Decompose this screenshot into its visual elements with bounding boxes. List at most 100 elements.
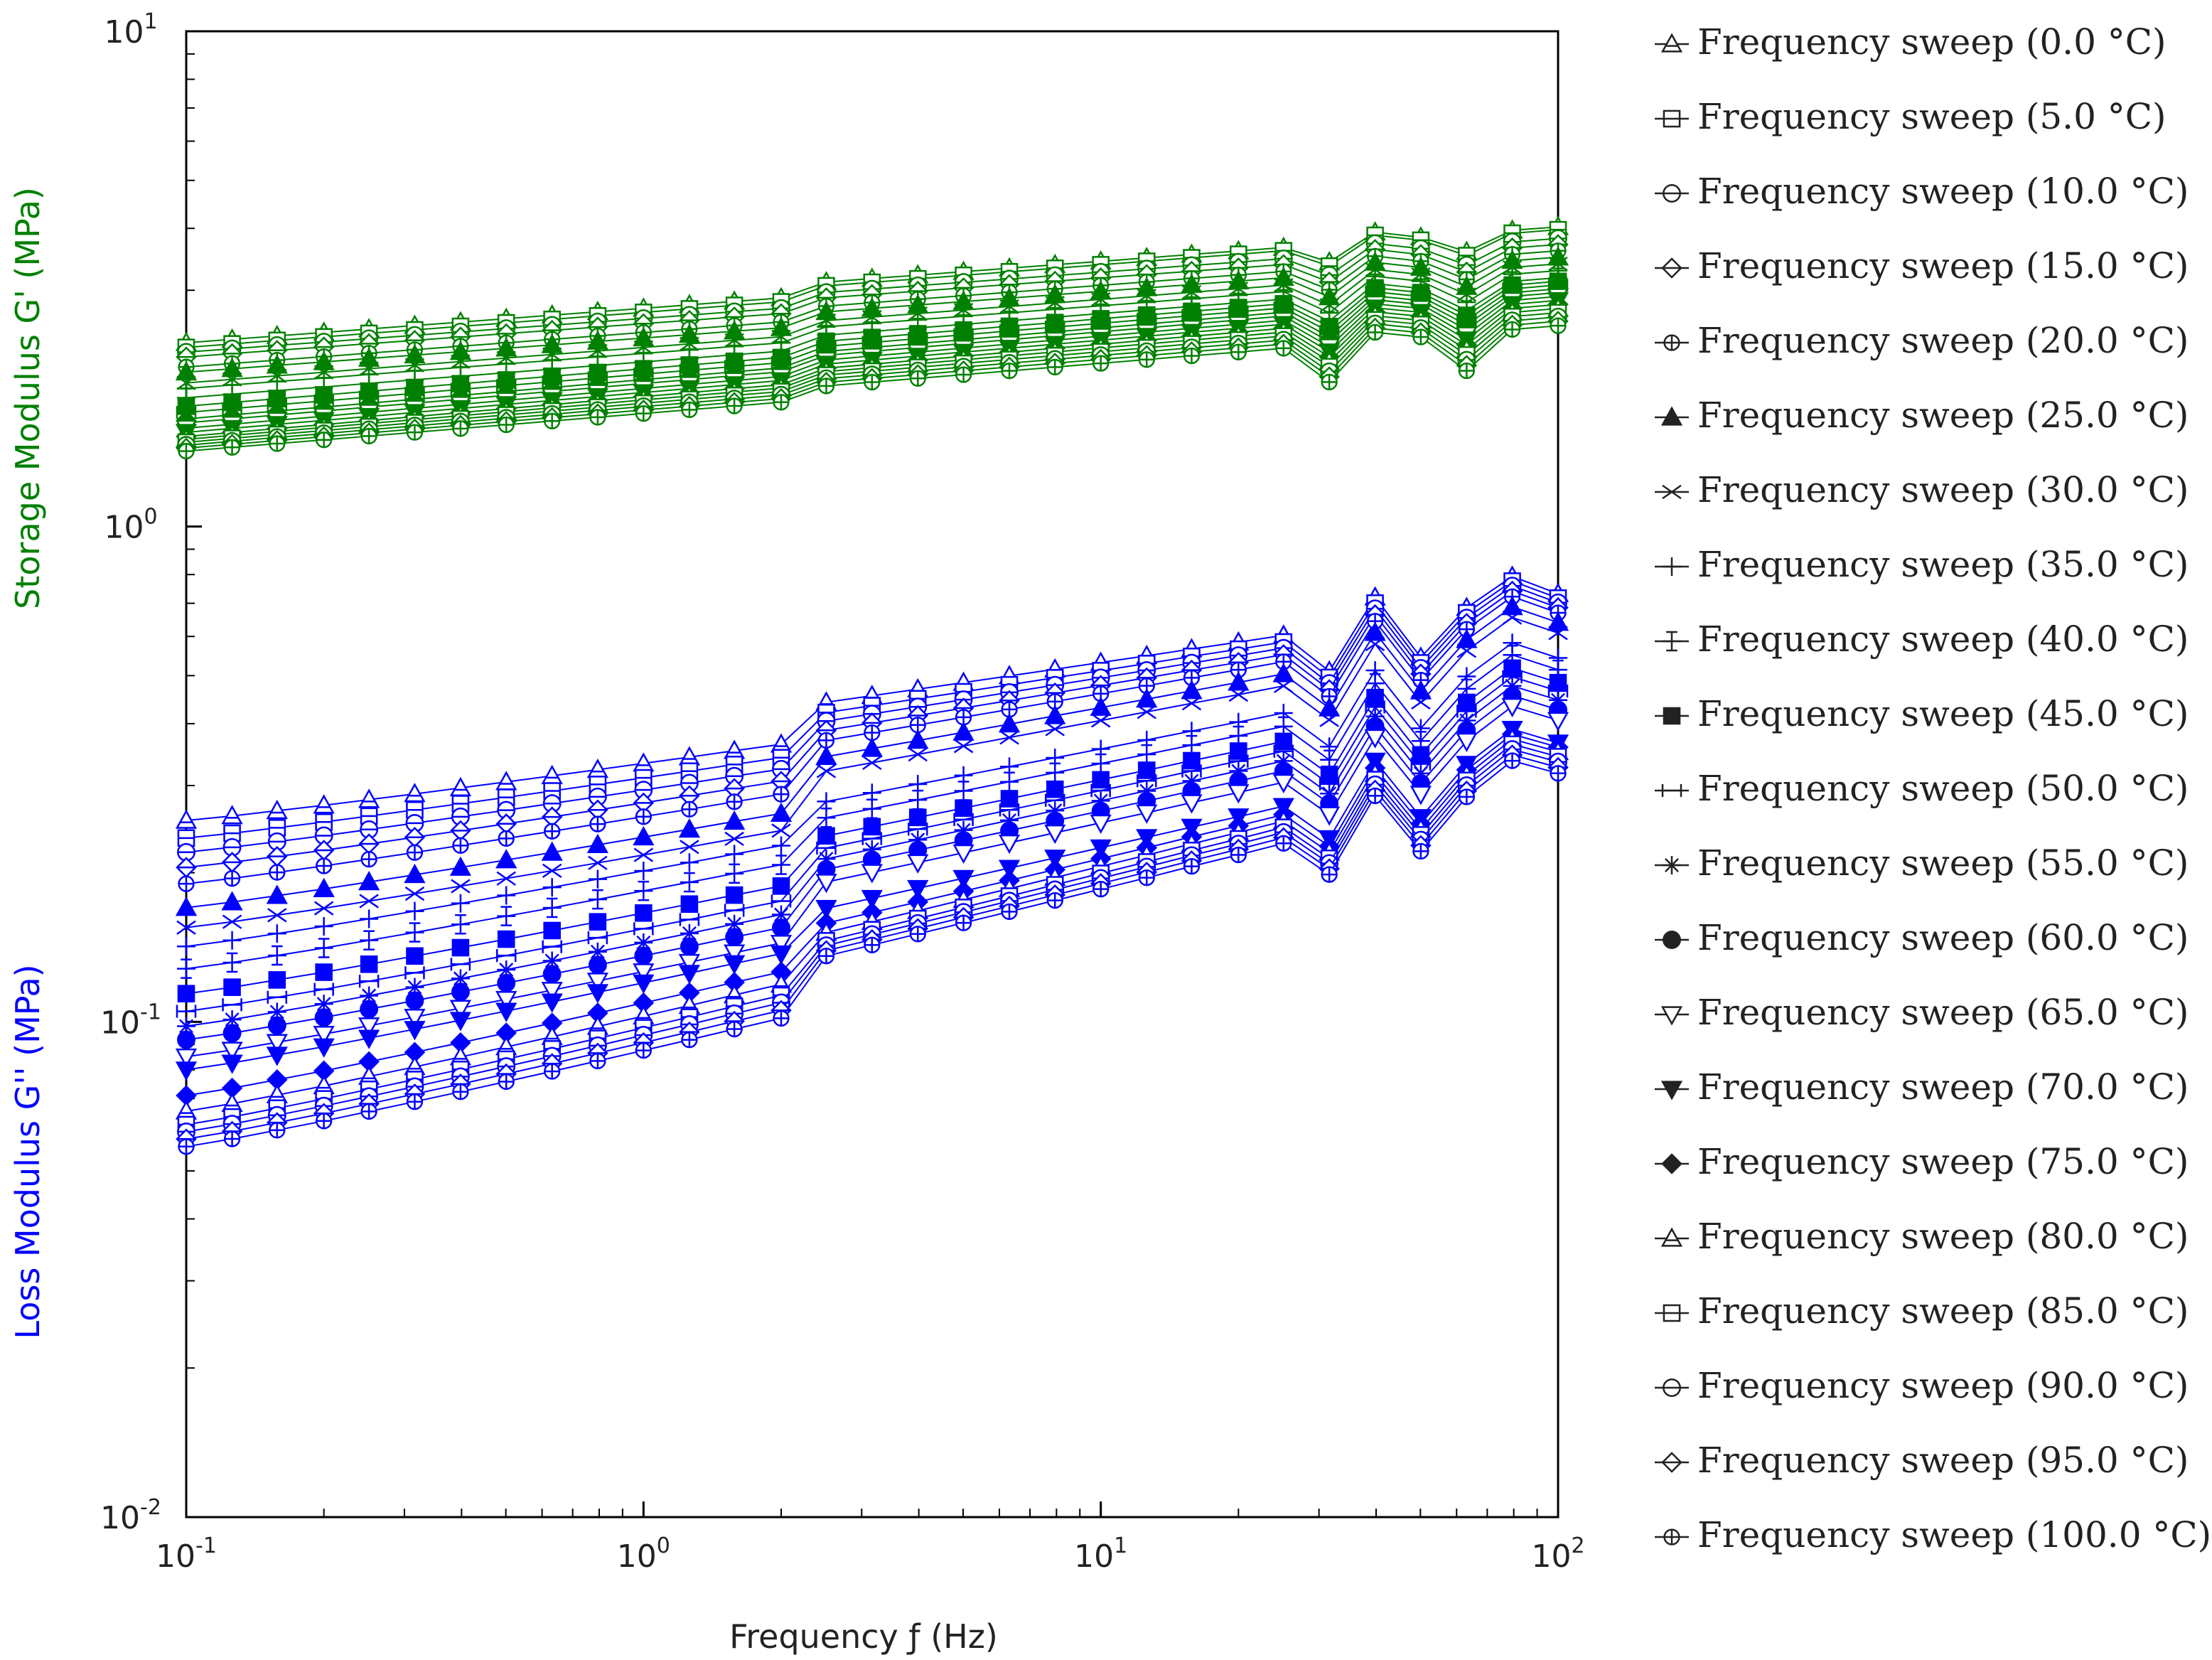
loss-point xyxy=(1090,814,1112,834)
legend-marker xyxy=(1663,631,1681,652)
loss-point xyxy=(358,870,380,891)
loss-point xyxy=(633,974,655,995)
loss-point xyxy=(358,788,380,808)
loss-point xyxy=(678,818,701,838)
loss-point xyxy=(1319,806,1341,826)
loss-point xyxy=(1137,744,1156,765)
plot-frame xyxy=(185,30,1559,1519)
loss-point xyxy=(1365,636,1385,652)
loss-point xyxy=(815,745,837,765)
loss-point xyxy=(1547,611,1569,631)
loss-point xyxy=(544,823,561,840)
storage-point xyxy=(1550,317,1567,334)
loss-point xyxy=(907,854,929,874)
loss-point xyxy=(588,855,608,870)
loss-point xyxy=(1228,754,1249,768)
loss-point xyxy=(999,730,1019,745)
loss-point xyxy=(724,904,745,917)
loss-point xyxy=(543,921,561,940)
loss-point xyxy=(223,1130,241,1147)
storage-point xyxy=(1230,343,1247,360)
loss-point xyxy=(633,963,655,983)
storage-point xyxy=(1275,340,1292,357)
loss-point xyxy=(1275,835,1292,852)
loss-point xyxy=(725,886,743,904)
loss-point xyxy=(222,1024,242,1043)
legend-item: Frequency sweep (85.0 °C) xyxy=(1655,1290,2189,1332)
storage-point xyxy=(1046,358,1063,376)
loss-point xyxy=(1137,705,1156,719)
legend-label: Frequency sweep (95.0 °C) xyxy=(1697,1440,2189,1481)
loss-point xyxy=(544,1063,561,1080)
loss-point xyxy=(360,820,379,839)
loss-point xyxy=(269,864,286,881)
loss-point xyxy=(864,936,881,953)
loss-point xyxy=(1228,671,1250,691)
loss-point xyxy=(635,808,652,825)
loss-point xyxy=(1550,765,1567,782)
storage-point xyxy=(498,416,515,434)
loss-point xyxy=(450,958,471,971)
loss-point xyxy=(771,836,790,855)
storage-point xyxy=(1366,323,1384,341)
legend-marker xyxy=(1663,707,1681,725)
loss-point xyxy=(449,856,472,876)
loss-point xyxy=(1456,732,1478,752)
storage-point xyxy=(817,377,835,395)
storage-point xyxy=(1183,347,1201,365)
loss-point xyxy=(313,901,334,916)
loss-point xyxy=(406,1093,424,1110)
loss-point xyxy=(1090,713,1111,728)
loss-point xyxy=(1366,787,1384,805)
loss-point xyxy=(405,922,424,943)
loss-point xyxy=(313,794,335,814)
loss-point xyxy=(405,901,424,921)
loss-point xyxy=(1045,722,1065,737)
legend-label: Frequency sweep (20.0 °C) xyxy=(1697,320,2189,361)
loss-point xyxy=(1183,857,1201,875)
loss-point xyxy=(358,833,380,855)
loss-point xyxy=(952,721,975,741)
x-tick-label: 101 xyxy=(1074,1533,1127,1575)
loss-point xyxy=(633,847,654,862)
storage-point xyxy=(726,397,743,414)
x-tick-label: 102 xyxy=(1531,1533,1584,1575)
loss-point xyxy=(222,914,242,929)
loss-point xyxy=(451,879,471,894)
storage-point xyxy=(1138,351,1155,368)
loss-point xyxy=(1321,866,1338,883)
loss-point xyxy=(221,805,243,825)
loss-point xyxy=(404,863,426,884)
loss-point xyxy=(680,937,699,956)
legend-marker xyxy=(1663,109,1681,128)
loss-point xyxy=(176,1005,197,1018)
loss-point xyxy=(404,1021,426,1041)
loss-point xyxy=(1046,891,1063,909)
loss-point xyxy=(861,889,883,910)
loss-point xyxy=(313,1025,335,1046)
loss-point xyxy=(449,1000,472,1019)
storage-point xyxy=(269,435,286,452)
loss-point xyxy=(177,937,195,956)
loss-point xyxy=(908,789,928,810)
loss-point xyxy=(406,947,424,965)
loss-point xyxy=(267,924,286,943)
loss-point xyxy=(1274,678,1294,693)
loss-point xyxy=(1136,687,1158,708)
loss-point xyxy=(1456,643,1477,658)
loss-point xyxy=(267,908,287,923)
loss-point xyxy=(771,823,791,838)
y-tick-label: 100 xyxy=(104,505,157,546)
loss-point xyxy=(223,869,241,887)
legend-item: Frequency sweep (20.0 °C) xyxy=(1655,320,2189,361)
y-tick-label: 101 xyxy=(104,9,157,50)
loss-point xyxy=(268,971,286,989)
loss-point xyxy=(955,914,972,931)
loss-point xyxy=(1090,696,1112,716)
loss-point xyxy=(360,955,378,973)
storage-point xyxy=(1321,373,1338,391)
loss-point xyxy=(175,896,198,916)
loss-point xyxy=(497,930,515,948)
loss-point xyxy=(955,799,972,817)
x-axis-title: Frequency ƒ (Hz) xyxy=(729,1617,998,1656)
